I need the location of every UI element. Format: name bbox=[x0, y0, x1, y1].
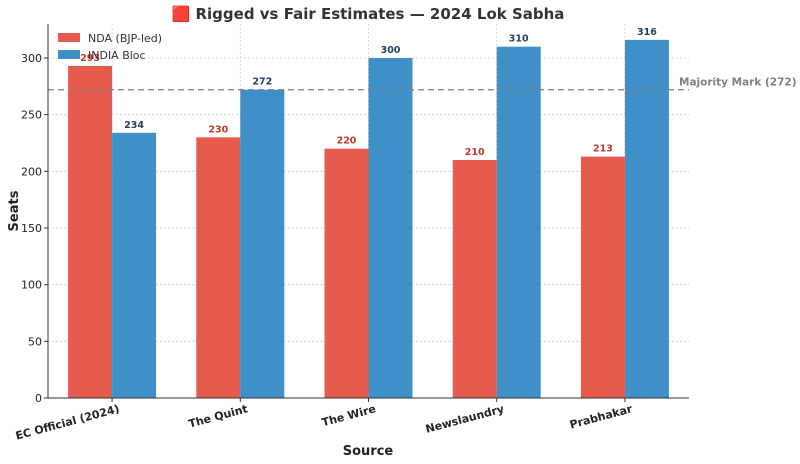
x-tick-label: The Wire bbox=[320, 402, 377, 429]
y-tick-label: 150 bbox=[21, 222, 42, 235]
majority-line-label: Majority Mark (272) bbox=[679, 77, 797, 89]
bar-india bbox=[368, 58, 413, 398]
x-tick-label: The Quint bbox=[187, 402, 249, 430]
y-tick-label: 200 bbox=[21, 165, 42, 178]
bars-layer bbox=[68, 39, 669, 399]
bar-india bbox=[624, 39, 669, 398]
bar-value-label: 272 bbox=[252, 77, 272, 88]
chart-title: 🟥 Rigged vs Fair Estimates — 2024 Lok Sa… bbox=[172, 5, 565, 23]
bar-india bbox=[240, 89, 285, 398]
y-axis-label: Seats bbox=[7, 190, 22, 231]
legend-label: INDIA Bloc bbox=[88, 49, 146, 62]
bar-india bbox=[496, 46, 541, 399]
data-labels-layer: 293 234 230 272 220 300 210 310 213 316 bbox=[80, 27, 657, 158]
bar-value-label: 293 bbox=[80, 53, 100, 64]
legend: NDA (BJP-led) INDIA Bloc bbox=[58, 32, 162, 62]
bar-value-label: 310 bbox=[509, 34, 529, 45]
bar-nda bbox=[452, 160, 497, 398]
bar-nda bbox=[324, 148, 369, 398]
y-tick-label: 50 bbox=[28, 335, 42, 348]
y-tick-label: 100 bbox=[21, 279, 42, 292]
bar-nda bbox=[68, 65, 113, 398]
bar-value-label: 220 bbox=[337, 136, 357, 147]
x-tick-label: Prabhakar bbox=[568, 402, 634, 431]
bar-value-label: 230 bbox=[208, 124, 228, 135]
bar-nda bbox=[196, 137, 241, 399]
bar-value-label: 316 bbox=[637, 27, 657, 38]
legend-swatch bbox=[58, 33, 80, 42]
x-tick-label: EC Official (2024) bbox=[14, 402, 121, 442]
bar-india bbox=[112, 132, 157, 399]
x-tick-label: Newslaundry bbox=[424, 402, 505, 435]
legend-swatch bbox=[58, 50, 80, 59]
y-tick-label: 0 bbox=[35, 392, 42, 405]
majority-line-layer: Majority Mark (272) bbox=[48, 77, 797, 91]
bar-value-label: 210 bbox=[465, 147, 485, 158]
legend-label: NDA (BJP-led) bbox=[88, 32, 162, 45]
bar-value-label: 300 bbox=[381, 45, 401, 56]
bar-value-label: 234 bbox=[124, 120, 144, 131]
bar-nda bbox=[580, 156, 625, 398]
y-tick-label: 250 bbox=[21, 109, 42, 122]
bar-value-label: 213 bbox=[593, 144, 613, 155]
x-axis-label: Source bbox=[343, 444, 394, 459]
y-tick-label: 300 bbox=[21, 52, 42, 65]
